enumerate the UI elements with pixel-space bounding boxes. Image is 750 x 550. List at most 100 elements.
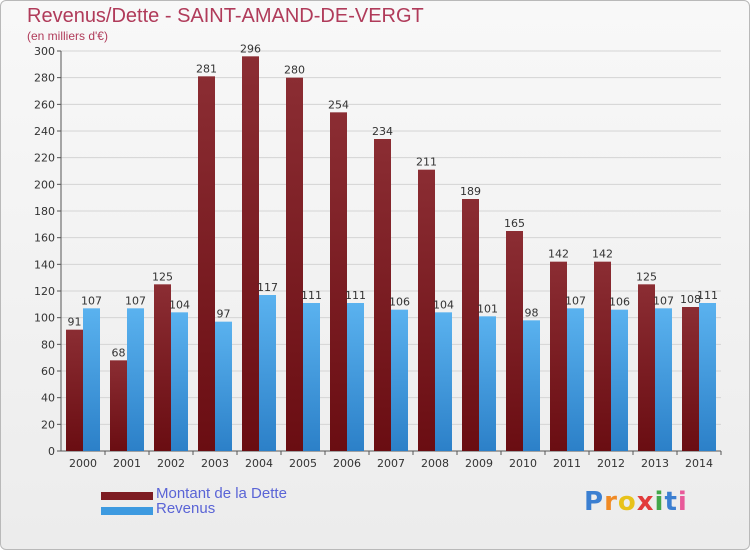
y-tick-label: 280 bbox=[34, 72, 55, 85]
logo-letter: r bbox=[604, 487, 618, 517]
bar-dette bbox=[110, 360, 127, 451]
data-label-revenus: 98 bbox=[525, 306, 539, 319]
bar-revenus bbox=[699, 303, 716, 451]
bar-dette bbox=[638, 284, 655, 451]
axes: 0 20 40 60 80 100 120 140 160 180 200 220 240 260 280 3… bbox=[34, 45, 722, 470]
y-tick-label: 0 bbox=[48, 445, 55, 458]
bar-revenus bbox=[523, 320, 540, 451]
data-label-revenus: 111 bbox=[345, 289, 366, 302]
bar-dette bbox=[154, 284, 171, 451]
x-tick-label: 2009 bbox=[465, 457, 493, 470]
logo-letter: t bbox=[664, 487, 678, 517]
data-label-revenus: 104 bbox=[169, 298, 190, 311]
legend-swatch-dette bbox=[101, 492, 153, 500]
data-label-dette: 125 bbox=[636, 270, 657, 283]
logo-letter: o bbox=[617, 487, 637, 517]
bar-dette bbox=[286, 77, 303, 452]
y-tick-label: 180 bbox=[34, 205, 55, 218]
bar-dette bbox=[506, 231, 523, 451]
data-label-dette: 281 bbox=[196, 62, 217, 75]
bar-dette bbox=[594, 261, 611, 451]
y-tick-label: 40 bbox=[41, 392, 55, 405]
legend-label-revenus: Revenus bbox=[156, 500, 216, 517]
bar-dette bbox=[242, 56, 259, 451]
data-label-revenus: 111 bbox=[301, 289, 322, 302]
x-tick-label: 2008 bbox=[421, 457, 449, 470]
data-label-revenus: 107 bbox=[653, 294, 674, 307]
legend-label-dette: Montant de la Dette bbox=[156, 485, 287, 502]
bar-dette bbox=[198, 76, 215, 451]
data-label-dette: 108 bbox=[680, 293, 701, 306]
data-label-dette: 280 bbox=[284, 64, 305, 77]
x-tick-label: 2014 bbox=[685, 457, 713, 470]
x-tick-label: 2006 bbox=[333, 457, 361, 470]
data-label-dette: 142 bbox=[592, 248, 613, 261]
bar-revenus bbox=[391, 309, 408, 451]
data-label-dette: 91 bbox=[68, 316, 82, 329]
data-label-dette: 68 bbox=[112, 346, 126, 359]
bar-revenus bbox=[567, 308, 584, 451]
bar-revenus bbox=[479, 316, 496, 451]
bar-revenus bbox=[83, 308, 100, 451]
data-label-dette: 254 bbox=[328, 98, 349, 111]
bar-revenus bbox=[171, 312, 188, 451]
y-tick-label: 140 bbox=[34, 258, 55, 271]
chart-subtitle: (en milliers d'€) bbox=[27, 29, 108, 43]
bar-revenus bbox=[435, 312, 452, 451]
y-tick-label: 120 bbox=[34, 285, 55, 298]
x-tick-label: 2013 bbox=[641, 457, 669, 470]
y-tick-label: 220 bbox=[34, 152, 55, 165]
data-label-revenus: 106 bbox=[389, 296, 410, 309]
bar-revenus bbox=[303, 303, 320, 451]
data-label-dette: 189 bbox=[460, 185, 481, 198]
data-label-revenus: 106 bbox=[609, 296, 630, 309]
data-label-revenus: 111 bbox=[697, 289, 718, 302]
x-tick-label: 2011 bbox=[553, 457, 581, 470]
data-label-revenus: 107 bbox=[125, 294, 146, 307]
data-label-dette: 234 bbox=[372, 125, 393, 138]
x-tick-label: 2000 bbox=[69, 457, 97, 470]
data-label-dette: 125 bbox=[152, 270, 173, 283]
y-tick-label: 260 bbox=[34, 98, 55, 111]
logo-letter: x bbox=[636, 487, 655, 517]
bars bbox=[66, 56, 716, 452]
bar-revenus bbox=[259, 295, 276, 451]
logo-letter: P bbox=[584, 487, 605, 517]
x-tick-label: 2012 bbox=[597, 457, 625, 470]
data-label-revenus: 97 bbox=[217, 308, 231, 321]
chart-title: Revenus/Dette - SAINT-AMAND-DE-VERGT bbox=[27, 5, 424, 27]
logo-letter: i bbox=[654, 487, 665, 517]
data-labels: 91 107 68 107 125 104 281 97 296 117 280 111 254 111 2… bbox=[68, 42, 719, 359]
data-label-revenus: 101 bbox=[477, 302, 498, 315]
bar-dette bbox=[550, 261, 567, 451]
data-label-revenus: 117 bbox=[257, 281, 278, 294]
y-tick-label: 60 bbox=[41, 365, 55, 378]
bar-revenus bbox=[215, 321, 232, 451]
data-label-revenus: 107 bbox=[565, 294, 586, 307]
logo-letter: i bbox=[677, 487, 688, 517]
y-tick-label: 100 bbox=[34, 312, 55, 325]
bar-dette bbox=[418, 169, 435, 451]
bar-dette bbox=[682, 307, 699, 451]
data-label-revenus: 104 bbox=[433, 298, 454, 311]
data-label-revenus: 107 bbox=[81, 294, 102, 307]
x-tick-label: 2007 bbox=[377, 457, 405, 470]
y-tick-label: 200 bbox=[34, 178, 55, 191]
x-tick-label: 2010 bbox=[509, 457, 537, 470]
data-label-dette: 211 bbox=[416, 156, 437, 169]
x-tick-label: 2005 bbox=[289, 457, 317, 470]
legend-swatch-revenus bbox=[101, 507, 153, 515]
proxiti-logo: Proxiti bbox=[584, 487, 688, 517]
data-label-dette: 165 bbox=[504, 217, 525, 230]
bar-dette bbox=[330, 112, 347, 451]
bar-revenus bbox=[127, 308, 144, 451]
bar-dette bbox=[66, 329, 83, 451]
y-tick-label: 300 bbox=[34, 45, 55, 58]
data-label-dette: 142 bbox=[548, 248, 569, 261]
bar-dette bbox=[374, 139, 391, 451]
x-tick-label: 2002 bbox=[157, 457, 185, 470]
y-tick-label: 80 bbox=[41, 338, 55, 351]
y-tick-label: 20 bbox=[41, 418, 55, 431]
x-tick-label: 2004 bbox=[245, 457, 273, 470]
